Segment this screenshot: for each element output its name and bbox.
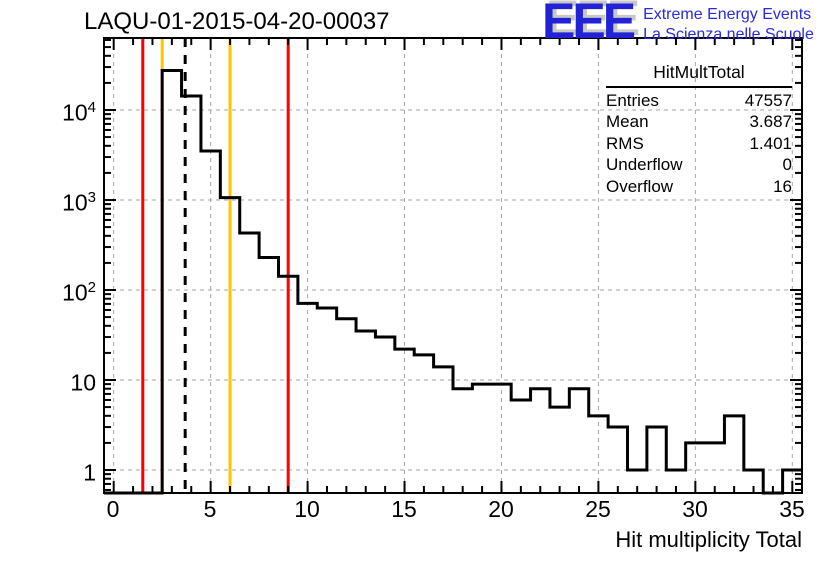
plot-frame bbox=[103, 37, 803, 494]
eee-logo-text: Extreme Energy Events La Scienza nelle S… bbox=[643, 5, 814, 45]
y-tick-label: 104 bbox=[62, 99, 96, 126]
stats-row: RMS 1.401 bbox=[606, 133, 792, 154]
stats-value: 3.687 bbox=[749, 112, 792, 132]
stats-label: Overflow bbox=[606, 176, 674, 196]
stats-value: 47557 bbox=[744, 91, 792, 110]
x-tick-label: 10 bbox=[294, 496, 320, 522]
stats-value: 0 bbox=[782, 155, 792, 175]
x-tick-label: 35 bbox=[779, 496, 805, 522]
x-tick-label: 20 bbox=[488, 496, 514, 522]
x-tick-label: 30 bbox=[682, 496, 708, 522]
x-tick-label: 0 bbox=[106, 496, 120, 522]
y-tick-label: 103 bbox=[62, 189, 96, 216]
x-axis-title: Hit multiplicity Total bbox=[615, 527, 802, 552]
eee-logo-letters: EEE bbox=[542, 0, 636, 49]
plot-title: LAQU-01-2015-04-20-00037 bbox=[84, 8, 390, 35]
eee-logo: EEE Extreme Energy Events La Scienza nel… bbox=[542, 0, 814, 46]
stats-label: Underflow bbox=[606, 155, 683, 175]
x-tick-label: 5 bbox=[203, 496, 217, 522]
stats-value: 1.401 bbox=[749, 133, 792, 153]
stats-label: Entries bbox=[606, 91, 659, 110]
y-tick-label: 10 bbox=[70, 369, 96, 396]
stats-box-title: HitMultTotal bbox=[606, 62, 792, 88]
stats-row: Mean 3.687 bbox=[606, 111, 792, 132]
stats-box: Entries 47557 Mean 3.687 RMS 1.401 Under… bbox=[606, 90, 792, 197]
stats-label: Mean bbox=[606, 112, 649, 132]
eee-logo-line2: La Scienza nelle Scuole bbox=[643, 26, 814, 43]
stats-row: Underflow 0 bbox=[606, 154, 792, 175]
eee-logo-line1: Extreme Energy Events bbox=[643, 6, 812, 23]
y-tick-label: 102 bbox=[62, 279, 96, 306]
stats-value: 16 bbox=[773, 176, 792, 196]
x-tick-label: 25 bbox=[585, 496, 611, 522]
y-tick-label: 1 bbox=[83, 459, 96, 486]
stats-label: RMS bbox=[606, 133, 644, 153]
x-tick-label: 15 bbox=[391, 496, 417, 522]
stats-row: Entries 47557 bbox=[606, 90, 792, 111]
histogram-line bbox=[104, 68, 802, 495]
stats-row: Overflow 16 bbox=[606, 176, 792, 197]
